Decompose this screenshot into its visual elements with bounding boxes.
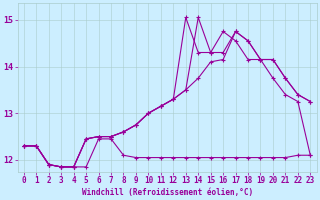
X-axis label: Windchill (Refroidissement éolien,°C): Windchill (Refroidissement éolien,°C): [82, 188, 253, 197]
